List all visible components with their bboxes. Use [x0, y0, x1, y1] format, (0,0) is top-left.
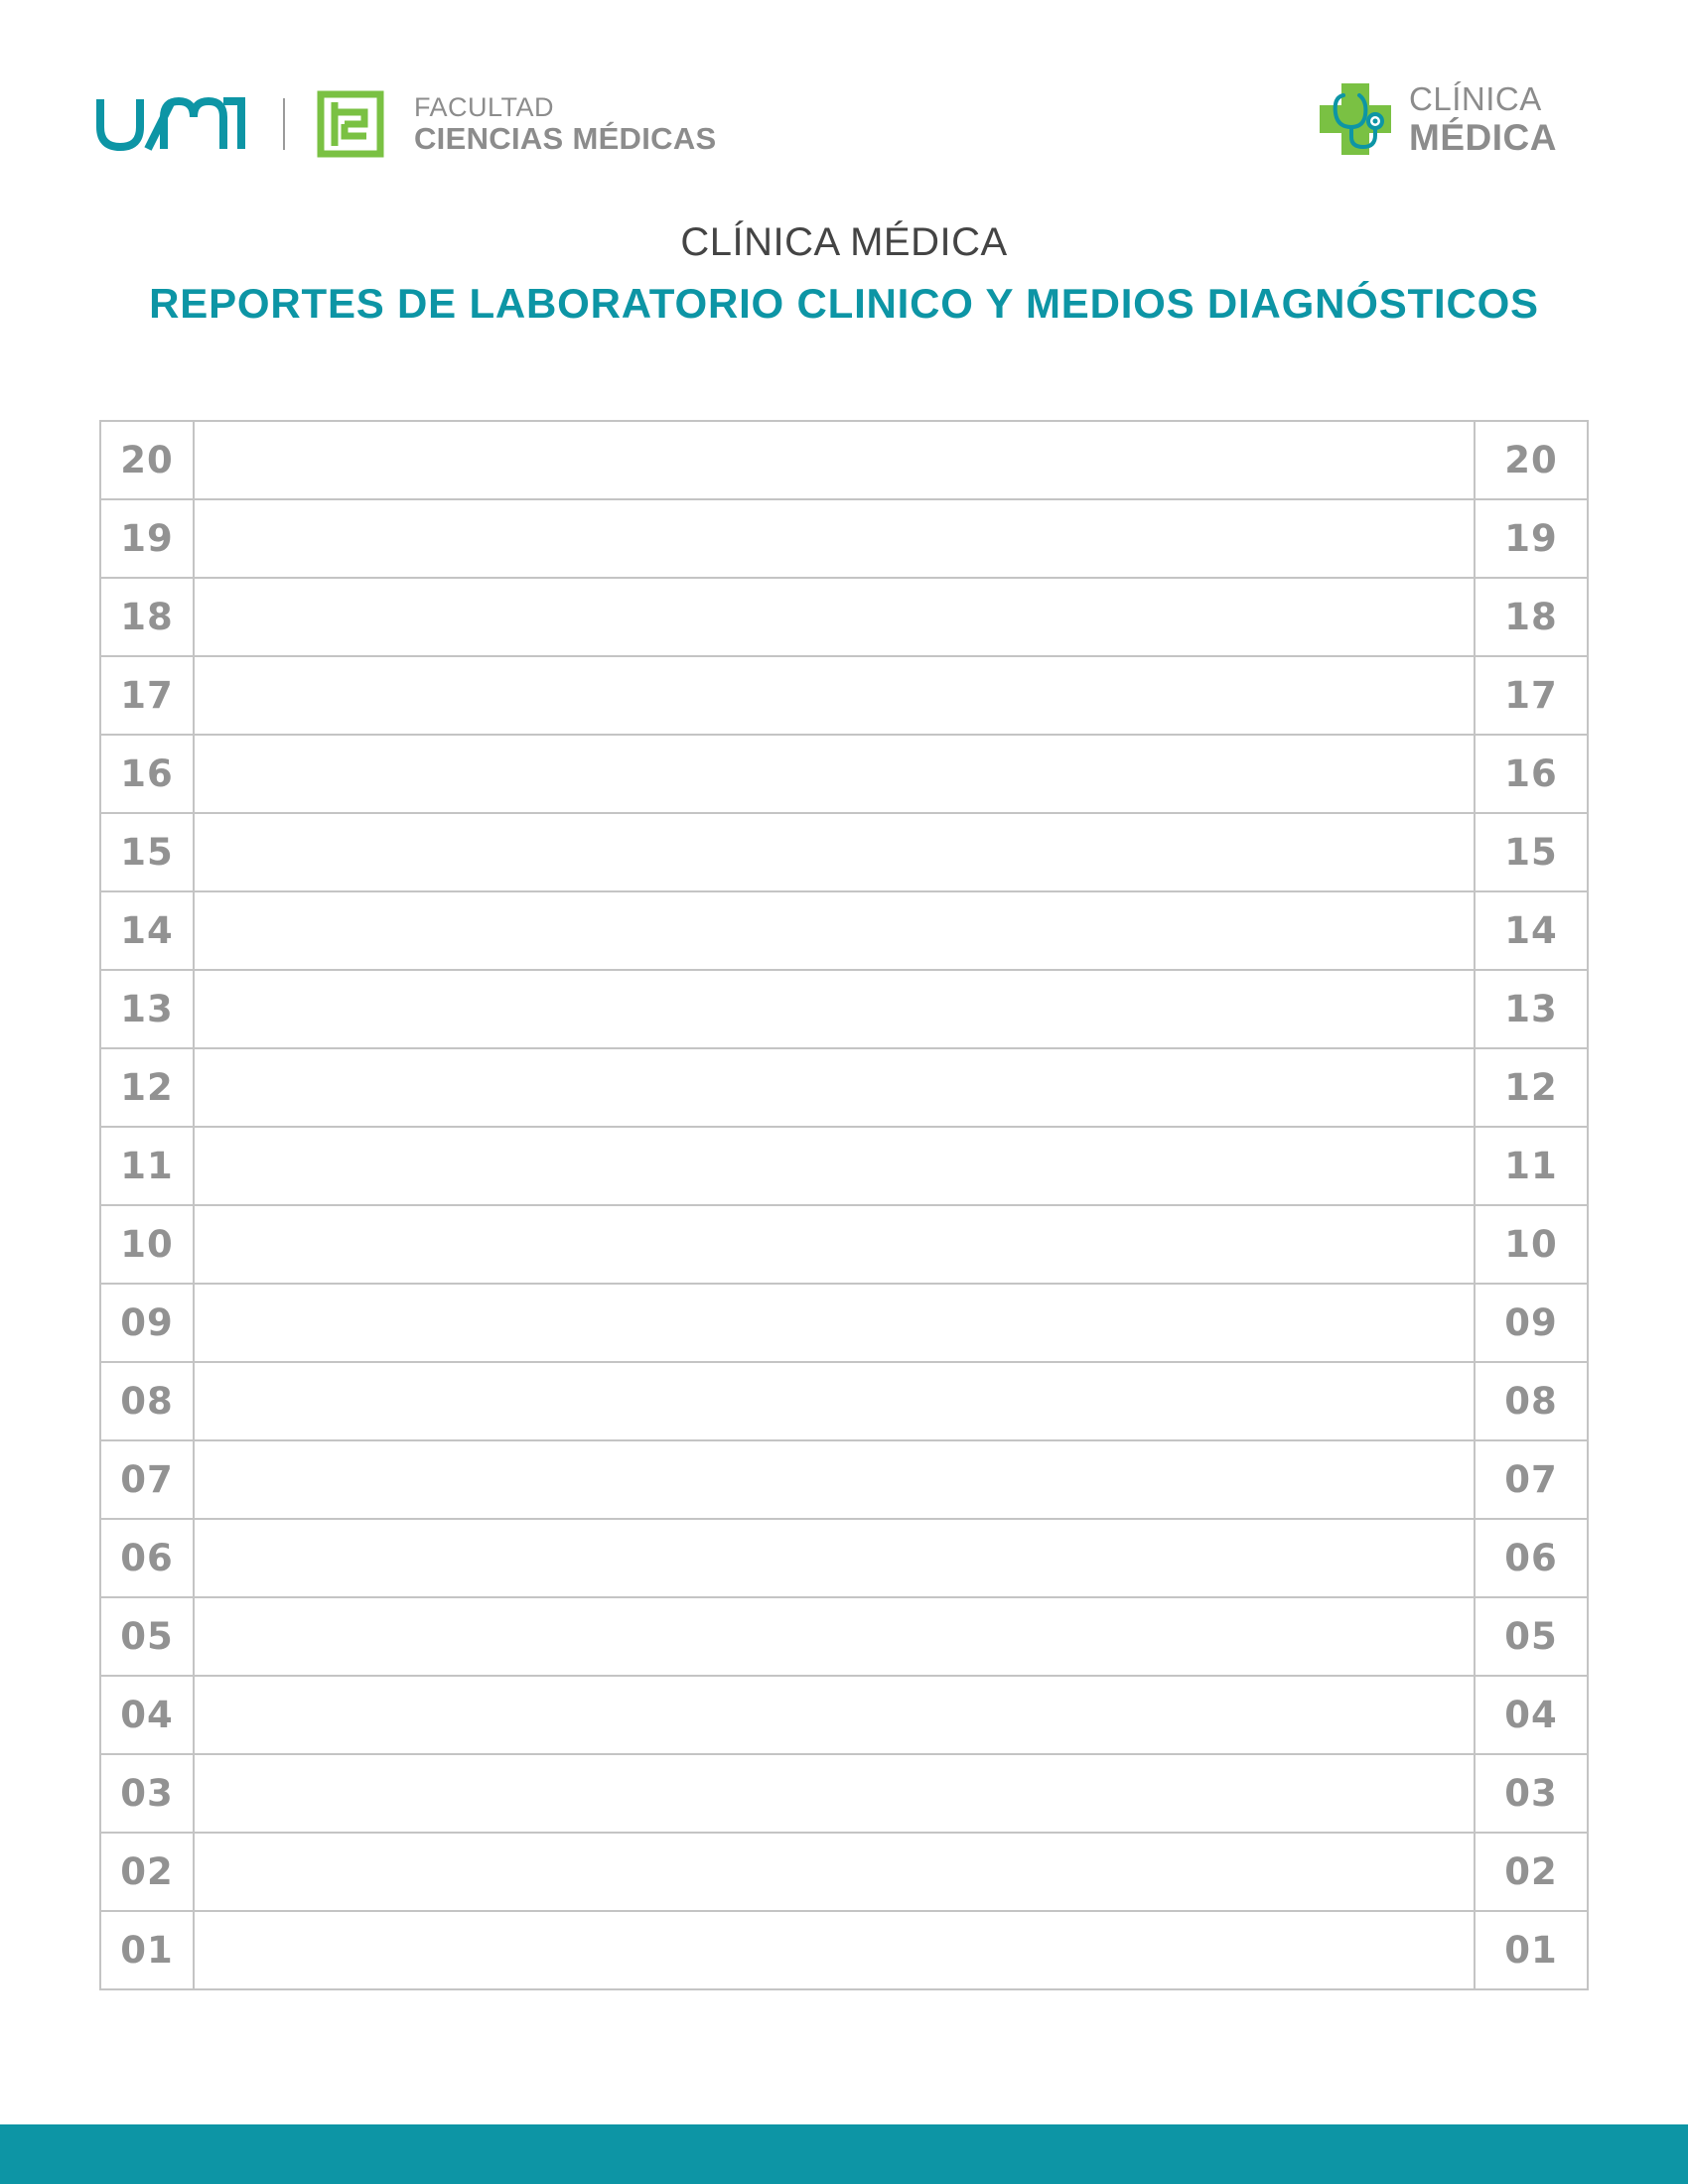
row-entry-field[interactable]	[194, 891, 1475, 970]
row-entry-field[interactable]	[194, 656, 1475, 735]
cross-stethoscope-icon	[1318, 81, 1393, 157]
table-row: 09 09	[100, 1284, 1588, 1362]
row-number-right: 01	[1475, 1911, 1588, 1989]
table-row: 20 20	[100, 421, 1588, 499]
row-number-right: 14	[1475, 891, 1588, 970]
row-number-left: 07	[100, 1440, 194, 1519]
row-number-left: 18	[100, 578, 194, 656]
row-number-right: 04	[1475, 1676, 1588, 1754]
row-entry-field[interactable]	[194, 1519, 1475, 1597]
row-number-left: 15	[100, 813, 194, 891]
row-entry-field[interactable]	[194, 1911, 1475, 1989]
clinic-line1: CLÍNICA	[1409, 82, 1557, 115]
row-number-right: 09	[1475, 1284, 1588, 1362]
row-number-left: 03	[100, 1754, 194, 1833]
row-number-left: 02	[100, 1833, 194, 1911]
row-number-left: 10	[100, 1205, 194, 1284]
table-row: 10 10	[100, 1205, 1588, 1284]
row-number-left: 17	[100, 656, 194, 735]
row-number-left: 04	[100, 1676, 194, 1754]
row-entry-field[interactable]	[194, 1127, 1475, 1205]
row-number-left: 05	[100, 1597, 194, 1676]
table-row: 01 01	[100, 1911, 1588, 1989]
table-row: 14 14	[100, 891, 1588, 970]
row-number-right: 07	[1475, 1440, 1588, 1519]
table-row: 07 07	[100, 1440, 1588, 1519]
row-entry-field[interactable]	[194, 578, 1475, 656]
table-row: 12 12	[100, 1048, 1588, 1127]
row-number-left: 06	[100, 1519, 194, 1597]
row-entry-field[interactable]	[194, 735, 1475, 813]
faculty-line2: CIENCIAS MÉDICAS	[414, 123, 717, 154]
header-left: FACULTAD CIENCIAS MÉDICAS	[94, 89, 717, 159]
faculty-line1: FACULTAD	[414, 94, 717, 121]
table-row: 11 11	[100, 1127, 1588, 1205]
faculty-name: FACULTAD CIENCIAS MÉDICAS	[414, 94, 717, 154]
row-number-right: 18	[1475, 578, 1588, 656]
row-entry-field[interactable]	[194, 1597, 1475, 1676]
row-number-left: 16	[100, 735, 194, 813]
header-divider	[283, 98, 285, 150]
row-number-left: 14	[100, 891, 194, 970]
row-number-right: 10	[1475, 1205, 1588, 1284]
row-entry-field[interactable]	[194, 1362, 1475, 1440]
row-entry-field[interactable]	[194, 1205, 1475, 1284]
row-number-right: 13	[1475, 970, 1588, 1048]
row-number-right: 08	[1475, 1362, 1588, 1440]
page-title: CLÍNICA MÉDICA	[0, 220, 1688, 265]
clinic-name: CLÍNICA MÉDICA	[1409, 82, 1557, 156]
row-number-left: 20	[100, 421, 194, 499]
row-entry-field[interactable]	[194, 1754, 1475, 1833]
row-number-left: 13	[100, 970, 194, 1048]
page-subtitle: REPORTES DE LABORATORIO CLINICO Y MEDIOS…	[0, 280, 1688, 328]
table-row: 02 02	[100, 1833, 1588, 1911]
row-number-right: 02	[1475, 1833, 1588, 1911]
faculty-emblem-icon	[317, 90, 384, 158]
row-number-right: 05	[1475, 1597, 1588, 1676]
row-number-right: 20	[1475, 421, 1588, 499]
row-number-left: 08	[100, 1362, 194, 1440]
row-number-left: 12	[100, 1048, 194, 1127]
table-row: 08 08	[100, 1362, 1588, 1440]
row-number-right: 17	[1475, 656, 1588, 735]
table-row: 04 04	[100, 1676, 1588, 1754]
table-row: 06 06	[100, 1519, 1588, 1597]
row-number-right: 19	[1475, 499, 1588, 578]
row-entry-field[interactable]	[194, 1833, 1475, 1911]
table-row: 05 05	[100, 1597, 1588, 1676]
row-entry-field[interactable]	[194, 1440, 1475, 1519]
table-row: 15 15	[100, 813, 1588, 891]
report-table-body: 20 20 19 19 18 18 17 17 16 16 15 15 14 14 13 13 12 12 11 11…	[100, 421, 1588, 1989]
table-row: 13 13	[100, 970, 1588, 1048]
table-row: 16 16	[100, 735, 1588, 813]
row-number-left: 01	[100, 1911, 194, 1989]
row-number-right: 03	[1475, 1754, 1588, 1833]
row-entry-field[interactable]	[194, 1048, 1475, 1127]
row-entry-field[interactable]	[194, 1284, 1475, 1362]
table-row: 03 03	[100, 1754, 1588, 1833]
row-number-right: 12	[1475, 1048, 1588, 1127]
row-entry-field[interactable]	[194, 421, 1475, 499]
clinic-line2: MÉDICA	[1409, 119, 1557, 156]
uam-logo	[94, 95, 249, 153]
footer-bar-fill	[0, 2124, 1688, 2184]
row-entry-field[interactable]	[194, 813, 1475, 891]
header-right: CLÍNICA MÉDICA	[1318, 81, 1557, 157]
row-number-right: 16	[1475, 735, 1588, 813]
table-row: 19 19	[100, 499, 1588, 578]
row-number-right: 11	[1475, 1127, 1588, 1205]
row-number-right: 06	[1475, 1519, 1588, 1597]
row-entry-field[interactable]	[194, 499, 1475, 578]
row-entry-field[interactable]	[194, 1676, 1475, 1754]
row-number-left: 11	[100, 1127, 194, 1205]
row-number-left: 09	[100, 1284, 194, 1362]
table-row: 18 18	[100, 578, 1588, 656]
table-row: 17 17	[100, 656, 1588, 735]
row-number-right: 15	[1475, 813, 1588, 891]
footer-bar	[0, 2124, 1688, 2184]
report-table: 20 20 19 19 18 18 17 17 16 16 15 15 14 14 13 13 12 12 11 11…	[99, 420, 1589, 1990]
row-entry-field[interactable]	[194, 970, 1475, 1048]
row-number-left: 19	[100, 499, 194, 578]
